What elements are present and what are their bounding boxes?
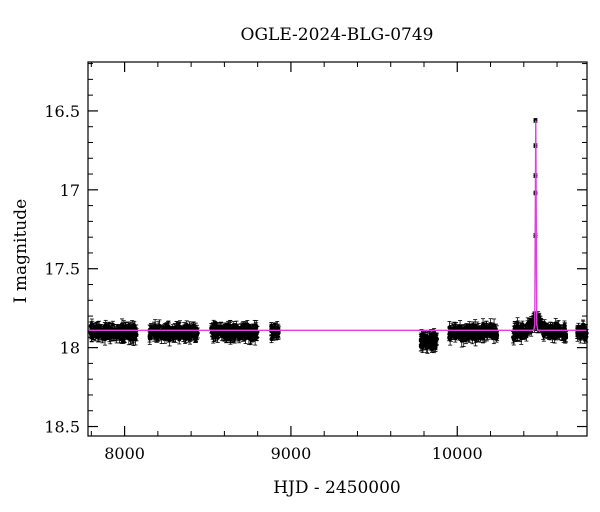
model-layer — [88, 120, 587, 331]
data-point — [93, 333, 98, 338]
data-point — [456, 333, 461, 338]
data-point — [184, 331, 189, 336]
data-point — [550, 334, 555, 339]
data-point — [429, 336, 434, 341]
axes-layer: 16.5 17 17.5 18 18.5 8000 9000 10000 — [44, 62, 587, 463]
data-point — [454, 325, 459, 330]
data-point — [425, 340, 430, 345]
data-point — [112, 331, 117, 336]
data-point — [463, 333, 468, 338]
data-point — [230, 336, 235, 341]
data-point — [511, 335, 516, 340]
x-axis-label: HJD - 2450000 — [273, 478, 401, 498]
data-point — [453, 329, 458, 334]
data-point — [133, 337, 138, 342]
data-point — [542, 321, 547, 326]
data-point — [175, 330, 180, 335]
data-point — [97, 324, 102, 329]
y-axis-label: I magnitude — [11, 199, 31, 303]
data-point — [562, 325, 567, 330]
data-point — [89, 321, 94, 326]
data-point — [424, 336, 429, 341]
data-point — [234, 332, 239, 337]
data-point — [103, 323, 108, 328]
x-tick-label: 10000 — [432, 444, 483, 463]
data-point — [525, 321, 530, 326]
data-point — [478, 333, 483, 338]
data-point — [127, 331, 132, 336]
data-point — [447, 331, 452, 336]
data-point — [481, 322, 486, 327]
data-point — [484, 324, 489, 329]
y-tick-label: 17.5 — [44, 260, 80, 279]
data-point — [119, 322, 124, 327]
data-point — [555, 330, 560, 335]
chart-title: OGLE-2024-BLG-0749 — [241, 25, 434, 45]
data-point — [193, 337, 198, 342]
data-point — [253, 336, 258, 341]
data-point — [123, 325, 128, 330]
data-point — [466, 333, 471, 338]
data-point — [433, 337, 438, 342]
data-point — [191, 323, 196, 328]
data-point — [494, 336, 499, 341]
data-point — [107, 334, 112, 339]
y-tick-label: 17 — [60, 181, 80, 200]
plot-frame — [87, 61, 588, 437]
y-tick-label: 18 — [60, 339, 80, 358]
y-tick-label: 16.5 — [44, 102, 80, 121]
data-point — [240, 334, 245, 339]
data-point — [226, 322, 231, 327]
data-point — [547, 331, 552, 336]
data-point — [248, 337, 253, 342]
data-point — [214, 326, 219, 331]
data-point — [419, 333, 424, 338]
data-point — [179, 331, 184, 336]
x-tick-label: 9000 — [271, 444, 312, 463]
data-point — [470, 336, 475, 341]
y-tick-label: 18.5 — [44, 418, 80, 437]
data-point — [563, 335, 568, 340]
data-point — [537, 320, 542, 325]
model-curve — [88, 120, 587, 331]
data-point — [148, 332, 153, 337]
data-point — [119, 333, 124, 338]
x-tick-label: 8000 — [104, 444, 145, 463]
data-point — [429, 346, 434, 351]
data-point — [514, 334, 519, 339]
data-point — [173, 335, 178, 340]
data-point — [162, 330, 167, 335]
data-point — [132, 323, 137, 328]
data-layer — [88, 118, 589, 354]
data-point — [165, 332, 170, 337]
data-point — [517, 331, 522, 336]
data-point — [169, 330, 174, 335]
data-point — [530, 318, 535, 323]
data-point — [158, 331, 163, 336]
